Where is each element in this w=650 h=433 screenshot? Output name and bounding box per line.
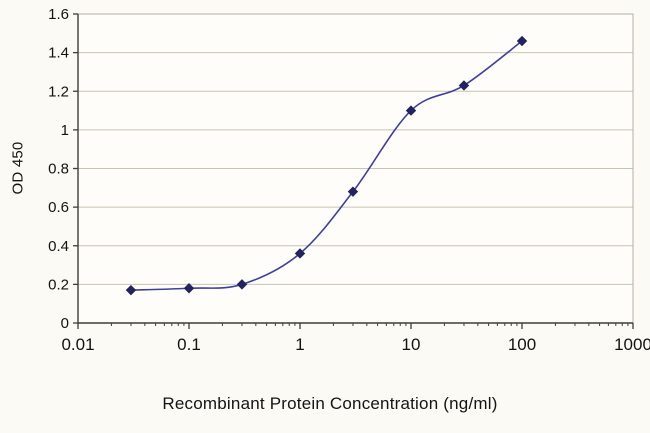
data-point-marker xyxy=(294,248,306,259)
data-point-marker xyxy=(183,283,195,294)
y-tick-label: 0.8 xyxy=(48,161,69,178)
series-line xyxy=(130,40,523,291)
y-tick-label: 1.4 xyxy=(48,45,69,62)
data-point-marker xyxy=(125,284,137,296)
y-tick-label: 1.2 xyxy=(48,83,69,100)
y-tick-label: 0 xyxy=(61,315,69,332)
y-tick-label: 0.4 xyxy=(48,238,69,255)
data-point-marker xyxy=(236,279,248,290)
x-tick-label: 100 xyxy=(508,335,536,354)
y-axis-title: OD 450 xyxy=(9,141,27,195)
y-tick-label: 1 xyxy=(61,122,69,139)
data-point-marker xyxy=(458,80,470,91)
y-tick-label: 1.6 xyxy=(48,6,69,23)
x-axis-title: Recombinant Protein Concentration (ng/ml… xyxy=(162,394,498,413)
data-point-marker xyxy=(516,35,528,47)
x-tick-label: 0.01 xyxy=(61,335,94,354)
y-tick-label: 0.2 xyxy=(48,276,69,293)
x-tick-label: 1000 xyxy=(614,335,650,354)
y-tick-label: 0.6 xyxy=(48,199,69,216)
x-tick-label: 10 xyxy=(402,335,421,354)
x-tick-label: 0.1 xyxy=(177,335,201,354)
data-point-marker xyxy=(405,105,417,116)
x-tick-label: 1 xyxy=(295,335,304,354)
data-point-marker xyxy=(347,186,359,197)
